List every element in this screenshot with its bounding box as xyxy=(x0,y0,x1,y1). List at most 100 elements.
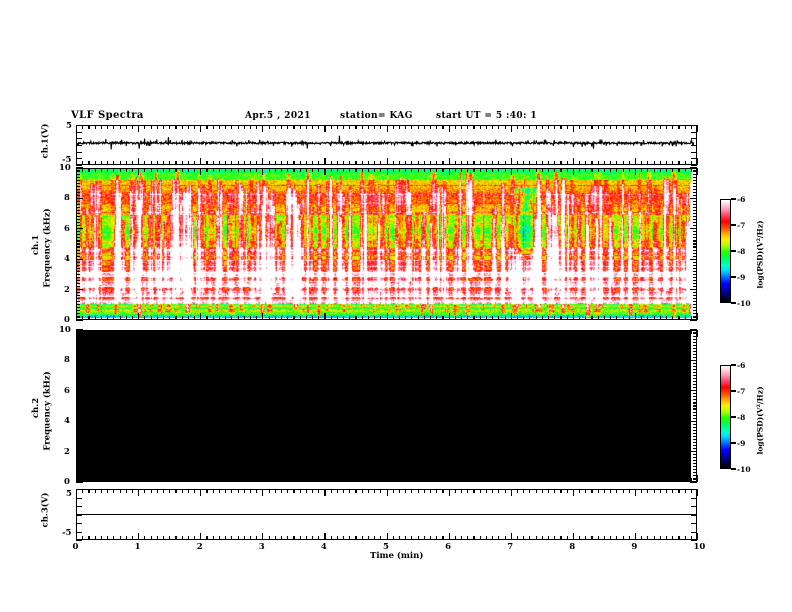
y-tick xyxy=(76,319,83,321)
x-tick xyxy=(591,489,593,493)
x-tick xyxy=(330,161,332,165)
x-tick xyxy=(237,125,239,129)
x-tick xyxy=(88,489,90,493)
x-tick xyxy=(150,316,152,320)
x-tick xyxy=(603,330,606,334)
x-tick xyxy=(579,489,581,493)
x-tick xyxy=(280,330,283,334)
x-tick xyxy=(492,330,494,334)
x-tick xyxy=(591,536,593,540)
x-tick xyxy=(572,533,574,540)
x-tick xyxy=(94,125,96,129)
x-tick xyxy=(280,125,283,129)
x-tick xyxy=(156,478,158,482)
y-tick xyxy=(693,454,697,456)
x-tick xyxy=(504,489,506,493)
x-tick xyxy=(448,489,450,496)
x-tick xyxy=(318,168,320,172)
y-tick xyxy=(693,448,697,450)
x-tick xyxy=(423,330,425,334)
x-tick xyxy=(299,168,301,172)
x-tick xyxy=(392,489,394,493)
x-tick xyxy=(504,125,506,129)
x-tick xyxy=(144,161,146,165)
x-tick xyxy=(665,330,668,334)
x-tick xyxy=(287,125,289,129)
x-tick xyxy=(88,478,90,482)
x-tick xyxy=(361,489,363,493)
y-tick xyxy=(76,176,80,178)
x-tick xyxy=(529,125,531,129)
x-tick xyxy=(287,330,289,334)
y-tick xyxy=(693,466,697,468)
x-tick xyxy=(560,536,562,540)
x-tick xyxy=(641,536,643,540)
x-tick xyxy=(138,475,140,482)
x-tick xyxy=(293,536,295,540)
x-tick xyxy=(194,330,196,334)
x-tick xyxy=(287,489,289,493)
x-tick xyxy=(361,125,363,129)
x-tick xyxy=(634,475,637,482)
y-tick xyxy=(693,225,697,227)
x-tick xyxy=(367,316,370,320)
x-tick xyxy=(535,168,537,172)
y-tick xyxy=(691,531,697,533)
time-axis-label: Time (min) xyxy=(370,551,424,561)
x-tick xyxy=(94,330,96,334)
x-tick xyxy=(659,536,661,540)
x-tick xyxy=(665,316,668,320)
x-tick xyxy=(523,330,525,334)
x-tick xyxy=(616,478,618,482)
y-tick xyxy=(76,353,80,355)
x-tick xyxy=(541,161,543,165)
x-tick xyxy=(461,536,463,540)
x-tick xyxy=(647,330,649,334)
x-tick xyxy=(225,489,227,493)
y-tick xyxy=(693,170,697,172)
y-tick xyxy=(76,200,80,202)
x-tick xyxy=(169,536,171,540)
x-tick xyxy=(113,536,115,540)
x-tick xyxy=(187,168,189,172)
x-tick xyxy=(361,478,363,482)
x-tick xyxy=(181,536,183,540)
x-tick xyxy=(392,316,394,320)
y-tick xyxy=(690,359,697,361)
x-tick xyxy=(82,478,84,482)
x-tick xyxy=(398,168,401,172)
x-tick xyxy=(541,478,543,482)
x-tick xyxy=(473,489,475,493)
x-tick xyxy=(572,330,574,337)
y-tick xyxy=(76,258,83,260)
x-tick xyxy=(616,161,618,165)
x-tick xyxy=(516,330,519,334)
x-tick xyxy=(150,161,152,165)
y-tick xyxy=(76,365,80,368)
x-tick xyxy=(175,125,177,129)
y-tick xyxy=(76,216,80,218)
x-tick xyxy=(398,316,401,320)
y-tick xyxy=(693,378,697,380)
x-tick xyxy=(430,536,432,540)
x-tick xyxy=(305,330,307,334)
x-tick xyxy=(293,168,295,172)
x-tick xyxy=(355,168,357,172)
x-tick xyxy=(125,168,127,172)
y-tick xyxy=(76,165,82,167)
x-tick xyxy=(144,489,146,493)
y-tick xyxy=(693,426,697,428)
x-tick xyxy=(119,478,121,482)
x-tick xyxy=(541,168,543,172)
y-tick xyxy=(693,188,697,190)
x-tick xyxy=(535,125,537,129)
x-tick xyxy=(318,489,320,493)
x-tick xyxy=(442,168,444,172)
x-tick xyxy=(585,478,587,482)
x-tick-label: 9 xyxy=(631,542,638,552)
x-tick xyxy=(187,536,189,540)
y-tick xyxy=(76,313,80,315)
x-tick xyxy=(566,161,568,165)
x-tick xyxy=(380,489,382,493)
y-tick xyxy=(76,481,83,483)
